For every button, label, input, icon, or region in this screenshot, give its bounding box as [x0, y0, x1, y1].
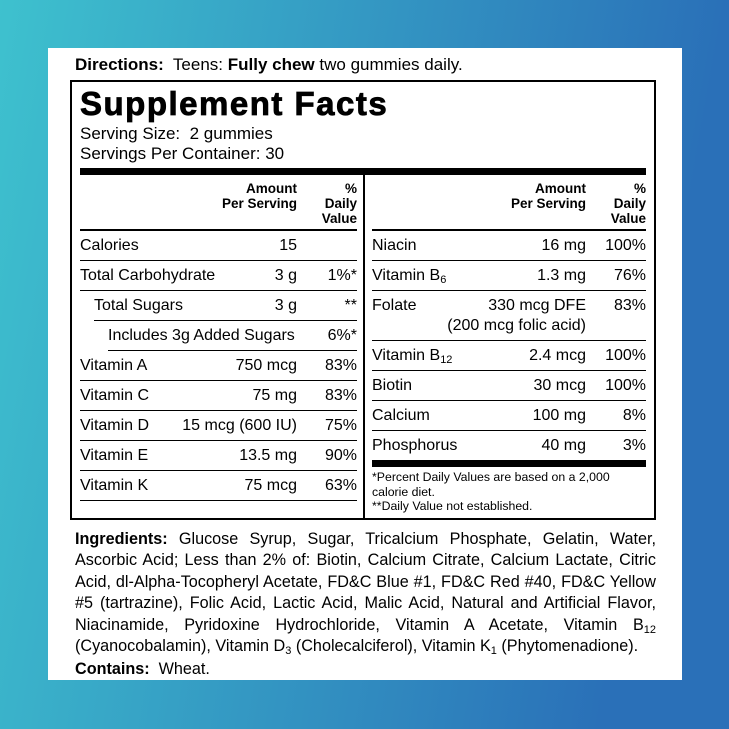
daily-value-header: % Daily Value	[321, 181, 357, 226]
servings-per-container: Servings Per Container: 30	[80, 143, 285, 163]
nutrient-row: Biotin 30 mcg 100%	[372, 371, 646, 401]
nutrient-amount: 15	[279, 237, 297, 254]
nutrient-row: Niacin 16 mg 100%	[372, 231, 646, 261]
nutrient-name: Calories	[80, 237, 139, 254]
ingredients-label: Ingredients:	[75, 529, 168, 548]
directions-line: Directions: Teens: Fully chew two gummie…	[75, 53, 656, 76]
nutrient-amount: 75 mcg	[244, 477, 297, 494]
nutrient-daily-value: 83%	[324, 387, 357, 404]
nutrient-amount: 75 mg	[252, 387, 297, 404]
nutrient-daily-value: 63%	[324, 477, 357, 494]
nutrient-row: Vitamin B12 2.4 mcg 100%	[372, 341, 646, 371]
nutrient-daily-value: 3%	[622, 437, 646, 454]
directions-text-post: two gummies daily.	[314, 55, 463, 74]
nutrient-row: Vitamin E 13.5 mg 90%	[80, 441, 357, 471]
nutrient-row: Calories 15	[80, 231, 357, 261]
nutrient-columns: Amount Per Serving % Daily Value Calorie…	[80, 175, 646, 518]
nutrient-amount: 16 mg	[541, 237, 586, 254]
nutrient-name: Total Sugars	[94, 297, 183, 314]
nutrient-amount: 100 mg	[532, 407, 586, 424]
nutrient-name: Includes 3g Added Sugars	[108, 327, 295, 344]
left-nutrient-rows: Calories 15 Total Carbohydrate 3 g 1%* Total …	[80, 231, 357, 501]
nutrient-row: Vitamin C 75 mg 83%	[80, 381, 357, 411]
right-nutrient-rows: Niacin 16 mg 100% Vitamin B6 1.3 mg 76% Folate…	[372, 231, 646, 460]
nutrient-amount: 750 mcg	[235, 357, 297, 374]
left-column: Amount Per Serving % Daily Value Calorie…	[80, 175, 363, 518]
nutrient-daily-value: 90%	[324, 447, 357, 464]
nutrient-daily-value: 83%	[613, 297, 646, 314]
nutrient-name: Phosphorus	[372, 437, 458, 454]
nutrient-daily-value: 83%	[324, 357, 357, 374]
nutrient-row: Includes 3g Added Sugars 6%*	[108, 321, 357, 351]
directions-text-pre: Teens:	[163, 55, 228, 74]
nutrient-name: Biotin	[372, 377, 413, 394]
nutrient-daily-value: 100%	[605, 377, 646, 394]
directions-label: Directions:	[75, 55, 164, 74]
nutrient-amount: 13.5 mg	[239, 447, 297, 464]
amount-header: Amount Per Serving	[221, 181, 297, 211]
nutrient-row: Total Carbohydrate 3 g 1%*	[80, 261, 357, 291]
nutrient-name: Vitamin B6	[372, 267, 447, 286]
label-panel: Directions: Teens: Fully chew two gummie…	[48, 48, 682, 680]
nutrient-name: Vitamin K	[80, 477, 149, 494]
serving-size: Serving Size: 2 gummies	[80, 124, 273, 143]
nutrient-amount: 3 g	[274, 267, 297, 284]
nutrient-daily-value: 76%	[613, 267, 646, 284]
nutrient-name: Total Carbohydrate	[80, 267, 216, 284]
nutrient-name: Vitamin A	[80, 357, 148, 374]
footnote-line: **Daily Value not established.	[372, 499, 533, 513]
contains-text: Wheat.	[149, 659, 210, 678]
contains-label: Contains:	[75, 659, 150, 678]
nutrient-name: Vitamin D	[80, 417, 150, 434]
nutrient-name: Vitamin E	[80, 447, 149, 464]
nutrient-row: Vitamin K 75 mcg 63%	[80, 471, 357, 501]
nutrient-row: Phosphorus 40 mg 3%	[372, 431, 646, 460]
daily-value-header: % Daily Value	[610, 181, 646, 226]
nutrient-row: Vitamin D 15 mcg (600 IU) 75%	[80, 411, 357, 441]
nutrient-amount: 330 mcg DFE (200 mcg folic acid)	[447, 297, 586, 334]
footnote-divider-bar	[372, 460, 646, 467]
nutrient-amount: 3 g	[274, 297, 297, 314]
nutrient-amount: 15 mcg (600 IU)	[182, 417, 297, 434]
nutrient-row: Total Sugars 3 g **	[94, 291, 357, 321]
nutrient-daily-value: 100%	[605, 237, 646, 254]
nutrient-row: Vitamin A 750 mcg 83%	[80, 351, 357, 381]
nutrient-amount: 2.4 mcg	[529, 347, 586, 364]
nutrient-name: Niacin	[372, 237, 417, 254]
nutrient-name: Folate	[372, 297, 417, 314]
directions-emphasis: Fully chew	[227, 55, 315, 74]
left-column-header: Amount Per Serving % Daily Value	[80, 175, 357, 231]
nutrient-amount: 30 mcg	[533, 377, 586, 394]
nutrient-daily-value: 75%	[324, 417, 357, 434]
thick-divider-bar	[80, 168, 646, 175]
ingredients-paragraph: Ingredients: Glucose Syrup, Sugar, Trica…	[75, 529, 656, 658]
supplement-facts-title: Supplement Facts	[80, 85, 389, 122]
right-column: Amount Per Serving % Daily Value Niacin 1…	[363, 175, 646, 518]
nutrient-row: Calcium 100 mg 8%	[372, 401, 646, 431]
amount-header: Amount Per Serving	[510, 181, 586, 211]
right-column-header: Amount Per Serving % Daily Value	[372, 175, 646, 231]
supplement-facts-box: Supplement Facts Serving Size: 2 gummies…	[70, 80, 656, 520]
ingredients-text: Glucose Syrup, Sugar, Tricalcium Phospha…	[75, 529, 661, 657]
nutrient-daily-value: 6%*	[327, 327, 357, 344]
nutrient-amount: 1.3 mg	[537, 267, 586, 284]
nutrient-name: Calcium	[372, 407, 430, 424]
nutrient-daily-value: 1%*	[327, 267, 357, 284]
nutrient-daily-value: **	[344, 297, 357, 314]
contains-line: Contains: Wheat.	[75, 658, 656, 680]
nutrient-name: Vitamin B12	[372, 347, 453, 366]
footnotes: *Percent Daily Values are based on a 2,0…	[372, 467, 646, 518]
nutrient-name: Vitamin C	[80, 387, 150, 404]
nutrient-daily-value: 8%	[622, 407, 646, 424]
nutrient-row: Vitamin B6 1.3 mg 76%	[372, 261, 646, 291]
nutrient-amount: 40 mg	[541, 437, 586, 454]
nutrient-daily-value: 100%	[605, 347, 646, 364]
footnote-line: *Percent Daily Values are based on a 2,0…	[372, 470, 610, 499]
nutrient-row: Folate 330 mcg DFE (200 mcg folic acid) 83%	[372, 291, 646, 341]
